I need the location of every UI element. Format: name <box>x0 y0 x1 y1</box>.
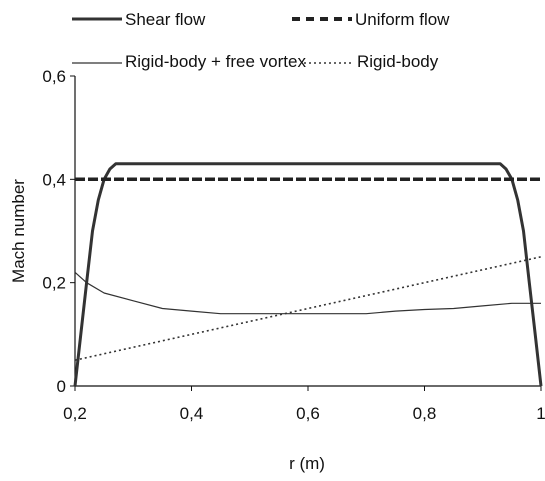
x-tick-label: 0,4 <box>180 404 204 423</box>
y-tick-label: 0,4 <box>42 170 66 189</box>
legend-entry-shear-flow: Shear flow <box>72 10 206 29</box>
x-tick-label: 0,8 <box>413 404 437 423</box>
x-tick-label: 1 <box>536 404 545 423</box>
legend-label-shear-flow: Shear flow <box>125 10 206 29</box>
series-line-rigid-body <box>74 256 542 361</box>
x-axis-label: r (m) <box>289 454 325 473</box>
legend-entry-uniform-flow: Uniform flow <box>292 10 450 29</box>
x-tick-label: 0,2 <box>63 404 87 423</box>
y-tick-label: 0,6 <box>42 67 66 86</box>
y-tick-label: 0,2 <box>42 274 66 293</box>
legend: Shear flow Uniform flow Rigid-body + fre… <box>72 10 450 71</box>
legend-entry-rigid-body-free-vortex: Rigid-body + free vortex <box>72 52 306 71</box>
series-group <box>73 162 543 387</box>
y-tick-label: 0 <box>57 377 66 396</box>
series-line-rigid-body-free-vortex <box>74 271 541 315</box>
series-line-shear-flow <box>73 162 543 387</box>
axes <box>74 76 541 387</box>
legend-label-rigid-body: Rigid-body <box>357 52 439 71</box>
y-axis-label: Mach number <box>9 179 28 283</box>
legend-entry-rigid-body: Rigid-body <box>304 52 439 71</box>
legend-label-rigid-body-free-vortex: Rigid-body + free vortex <box>125 52 306 71</box>
ticks: 0,2 0,4 0,6 0,8 1 0 0,2 0,4 0,6 <box>42 67 545 423</box>
x-tick-label: 0,6 <box>296 404 320 423</box>
legend-label-uniform-flow: Uniform flow <box>355 10 450 29</box>
